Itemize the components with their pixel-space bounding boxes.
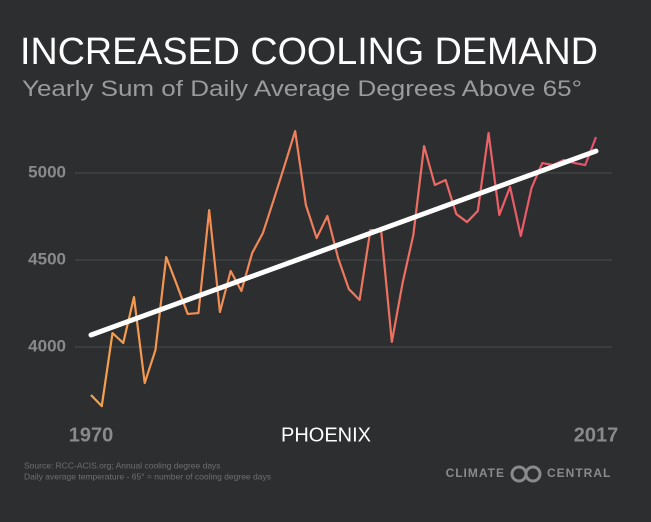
source: Source: RCC-ACIS.org; Annual cooling deg… [24,460,221,470]
chart-title: INCREASED COOLING DEMAND [20,31,598,73]
data-line [90,129,598,408]
brand: CENTRAL [547,466,611,480]
annotation: PHOENIX [281,424,371,446]
x-tick-label: 2017 [574,424,619,446]
y-tick-label: 4500 [28,249,66,268]
logo [510,465,542,483]
chart-subtitle: Yearly Sum of Daily Average Degrees Abov… [22,76,582,101]
logo-ring [524,465,542,483]
brand: CLIMATE [446,466,505,480]
y-tick-label: 5000 [28,162,66,181]
y-tick-label: 4000 [28,336,66,355]
x-tick-label: 1970 [69,424,114,446]
source: Daily average temperature - 65° = number… [24,471,271,481]
trend-line [88,148,599,338]
